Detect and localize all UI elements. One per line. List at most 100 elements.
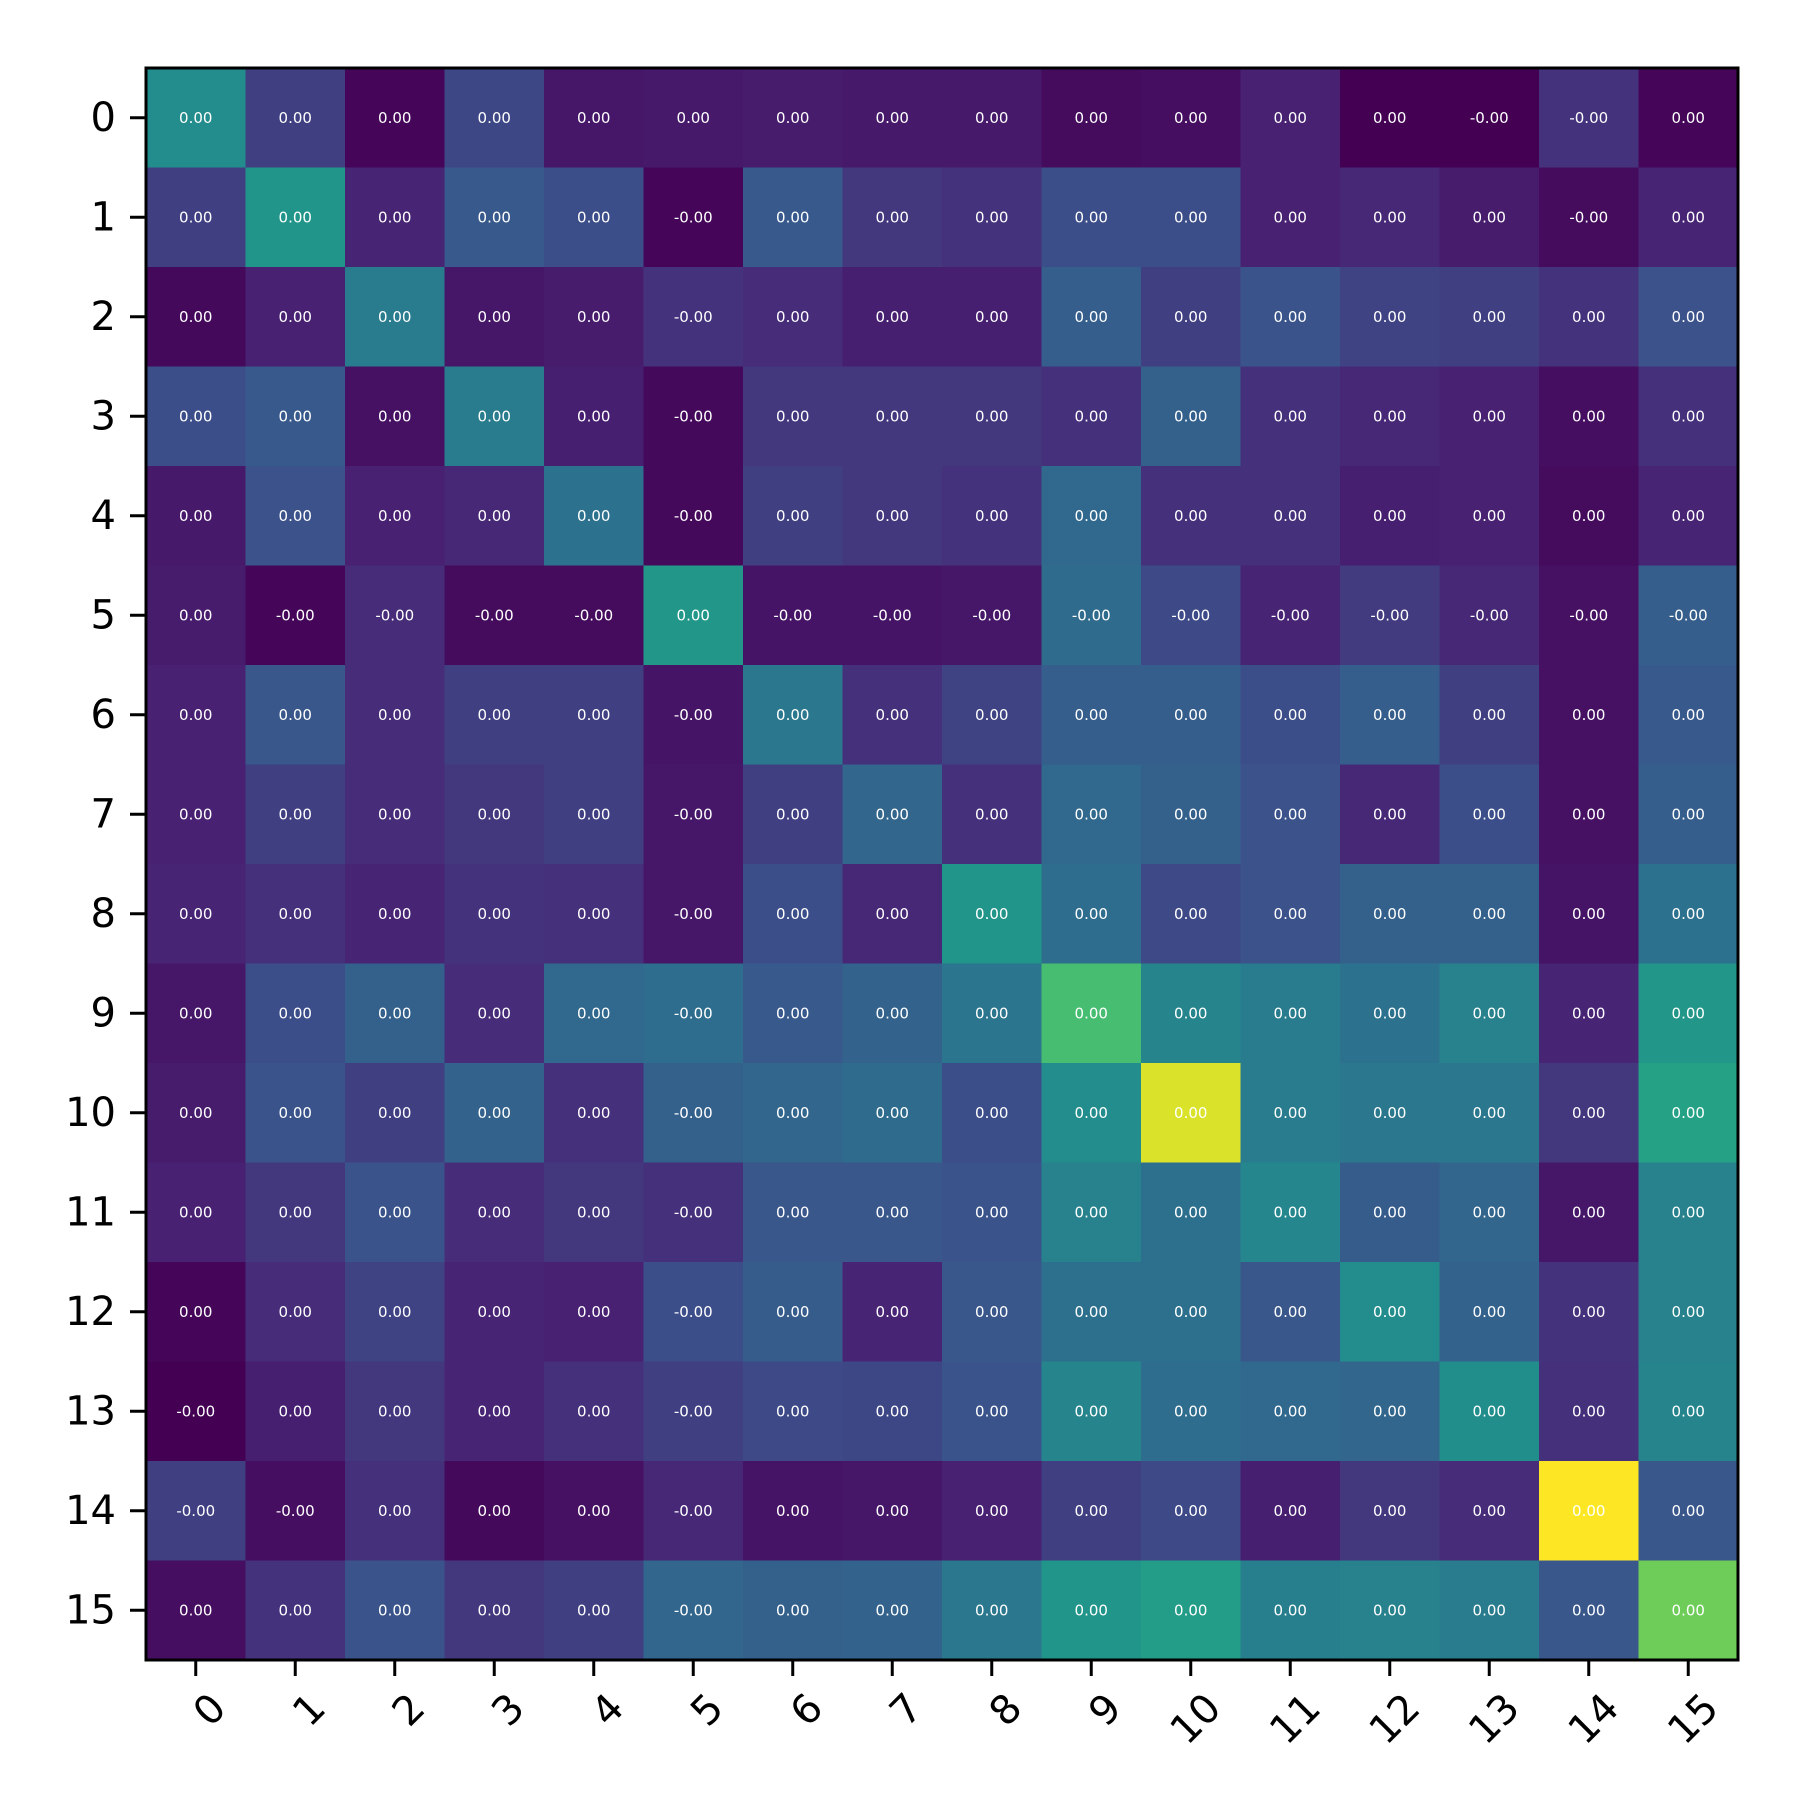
cell-value-label: -0.00 [1669,606,1708,624]
cell-value-label: -0.00 [1569,606,1608,624]
heatmap-cell [245,764,346,865]
x-tick-label: 11 [1261,1685,1330,1754]
heatmap-cell [1439,565,1540,666]
heatmap-cell [1638,665,1739,766]
cell-value-label: 0.00 [378,407,411,425]
heatmap-cell [1041,665,1142,766]
heatmap-cell [842,963,943,1064]
heatmap-cell [743,565,844,666]
cell-value-label: 0.00 [378,1303,411,1321]
y-tick-label: 0 [91,95,116,141]
heatmap-cell [842,1262,943,1363]
cell-value-label: 0.00 [1672,1303,1705,1321]
cell-value-label: 0.00 [279,1004,312,1022]
cell-value-label: -0.00 [1470,109,1509,127]
cell-value-label: 0.00 [1174,208,1207,226]
cell-value-label: 0.00 [279,1402,312,1420]
cell-value-label: 0.00 [577,109,610,127]
cell-value-label: 0.00 [776,1303,809,1321]
cell-value-label: 0.00 [179,1004,212,1022]
heatmap-cell [444,963,545,1064]
cell-value-label: 0.00 [1075,905,1108,923]
heatmap-cell [743,1262,844,1363]
cell-value-label: -0.00 [276,606,315,624]
heatmap-cell [245,1361,346,1462]
cell-value-label: 0.00 [975,1601,1008,1619]
cell-value-label: 0.00 [1075,1004,1108,1022]
heatmap-cell [345,1262,446,1363]
heatmap-cell [1439,366,1540,467]
heatmap-cell [643,167,744,268]
cell-value-label: 0.00 [1274,507,1307,525]
heatmap-cell [146,68,247,169]
cell-value-label: 0.00 [975,208,1008,226]
heatmap-cell [444,1063,545,1164]
cell-value-label: 0.00 [1572,407,1605,425]
cell-value-label: 0.00 [1174,1402,1207,1420]
cell-value-label: 0.00 [876,407,909,425]
heatmap-cell [544,1461,645,1562]
cell-value-label: 0.00 [478,507,511,525]
x-tick-label: 2 [384,1685,435,1736]
cell-value-label: 0.00 [279,507,312,525]
cell-value-label: 0.00 [279,308,312,326]
heatmap-cell [1539,466,1640,567]
heatmap-cell [544,1560,645,1661]
heatmap-cell [1041,267,1142,368]
heatmap-cell [1141,466,1242,567]
heatmap-cell [1638,267,1739,368]
heatmap-cell [544,68,645,169]
cell-value-label: 0.00 [975,109,1008,127]
heatmap-cell [1240,1560,1341,1661]
cell-value-label: 0.00 [1672,805,1705,823]
heatmap-cell [1539,963,1640,1064]
heatmap-cell [942,1262,1043,1363]
heatmap-cell [1141,864,1242,965]
cell-value-label: 0.00 [179,1203,212,1221]
heatmap-cell [1539,565,1640,666]
y-tick-label: 13 [65,1388,116,1434]
x-tick-label: 10 [1162,1685,1231,1754]
cell-value-label: -0.00 [674,905,713,923]
cell-value-label: 0.00 [1174,905,1207,923]
cell-value-label: 0.00 [1075,109,1108,127]
heatmap-cell [245,466,346,567]
cell-value-label: 0.00 [378,109,411,127]
cell-value-label: 0.00 [378,1502,411,1520]
y-tick-label: 11 [65,1189,116,1235]
cell-value-label: 0.00 [1672,1502,1705,1520]
heatmap-cell [643,963,744,1064]
cell-value-label: 0.00 [478,1303,511,1321]
heatmap-cell [1041,1560,1142,1661]
cell-value-label: 0.00 [1572,1502,1605,1520]
heatmap-cell [1141,1262,1242,1363]
cell-value-label: 0.00 [378,706,411,724]
cell-value-label: 0.00 [179,407,212,425]
heatmap-cell [1638,963,1739,1064]
y-tick-label: 3 [91,393,116,439]
heatmap-cell [146,167,247,268]
cell-value-label: 0.00 [876,805,909,823]
heatmap-cell [1340,267,1441,368]
cell-value-label: 0.00 [1672,208,1705,226]
heatmap-cell [1340,1461,1441,1562]
heatmap-cell-labels: 0.00 0.00 0.00 0.00 0.00 0.00 0.00 0.00 0.00 0.00… [176,109,1707,1620]
x-tick-label: 1 [284,1685,335,1736]
heatmap-cell [1240,1162,1341,1263]
cell-value-label: 0.00 [378,1203,411,1221]
heatmap-cell [942,1461,1043,1562]
cell-value-label: 0.00 [1672,1601,1705,1619]
heatmap-cell [146,466,247,567]
heatmap-cell [1340,167,1441,268]
cell-value-label: 0.00 [279,407,312,425]
x-tick-label: 7 [881,1685,932,1736]
heatmap-cell [1041,466,1142,567]
heatmap-cell [345,565,446,666]
cell-value-label: 0.00 [1473,507,1506,525]
cell-value-label: 0.00 [876,1203,909,1221]
heatmap-cell [544,1361,645,1462]
cell-value-label: 0.00 [1672,109,1705,127]
cell-value-label: 0.00 [179,1104,212,1122]
heatmap-cell [743,963,844,1064]
cell-value-label: 0.00 [1075,308,1108,326]
